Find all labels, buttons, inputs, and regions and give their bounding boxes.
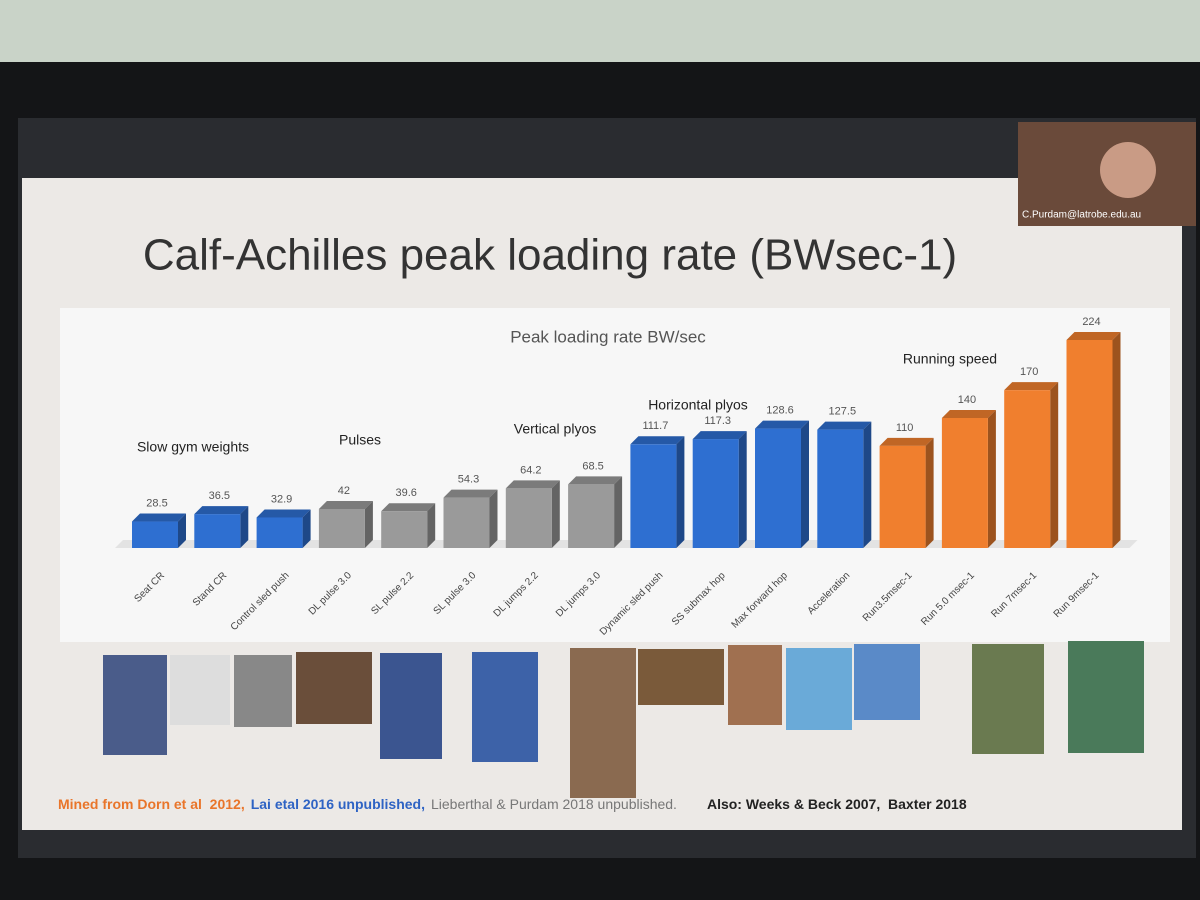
bar bbox=[568, 484, 615, 548]
bar-top bbox=[692, 431, 747, 440]
chart-title: Peak loading rate BW/sec bbox=[510, 327, 706, 346]
bar-side bbox=[1112, 332, 1121, 548]
value-label: 32.9 bbox=[271, 493, 292, 505]
bar-side bbox=[551, 480, 560, 548]
value-label: 110 bbox=[896, 422, 914, 434]
group-label: Running speed bbox=[903, 351, 997, 367]
bar-top bbox=[1066, 332, 1121, 340]
bar-top bbox=[817, 421, 872, 430]
bar-side bbox=[863, 421, 872, 548]
value-label: 64.2 bbox=[520, 464, 541, 476]
bar-top bbox=[443, 489, 498, 498]
value-label: 127.5 bbox=[829, 406, 857, 418]
value-label: 117.3 bbox=[704, 415, 731, 427]
photos bbox=[103, 641, 1144, 798]
group-label: Vertical plyos bbox=[514, 421, 596, 437]
value-label: 128.6 bbox=[766, 404, 794, 416]
bar-side bbox=[302, 509, 311, 548]
bar bbox=[755, 428, 801, 548]
bar-top bbox=[256, 509, 311, 518]
bar-top bbox=[1004, 382, 1059, 391]
webcam-label: C.Purdam@latrobe.edu.au bbox=[1022, 210, 1141, 221]
bar-side bbox=[925, 437, 934, 548]
footer-text: Lieberthal & Purdam 2018 unpublished. bbox=[431, 796, 677, 812]
bar bbox=[505, 488, 552, 548]
bar bbox=[443, 497, 490, 548]
webcam-person bbox=[1100, 142, 1156, 198]
bar-side bbox=[489, 489, 498, 548]
bar bbox=[318, 509, 365, 548]
group-label: Pulses bbox=[339, 432, 381, 448]
value-label: 36.5 bbox=[209, 490, 230, 502]
value-label: 68.5 bbox=[582, 460, 603, 472]
bar bbox=[256, 517, 303, 548]
bar-side bbox=[364, 501, 373, 548]
bar bbox=[879, 445, 926, 548]
bar-side bbox=[427, 503, 436, 548]
bar-side bbox=[676, 436, 685, 548]
slide-title: Calf-Achilles peak loading rate (BWsec-1… bbox=[143, 231, 957, 280]
bar-side bbox=[738, 431, 747, 548]
bar-side bbox=[178, 513, 186, 548]
group-label: Slow gym weights bbox=[137, 439, 249, 455]
bar-side bbox=[240, 506, 249, 548]
value-label: 224 bbox=[1082, 316, 1100, 328]
bar-top bbox=[568, 476, 623, 485]
bar-side bbox=[801, 420, 809, 548]
bar bbox=[941, 418, 988, 548]
bar-top bbox=[630, 436, 685, 445]
window-background bbox=[0, 0, 1200, 62]
bar-top bbox=[755, 420, 809, 429]
value-label: 39.6 bbox=[395, 487, 416, 499]
bar bbox=[630, 444, 677, 548]
bar bbox=[381, 511, 428, 548]
bar bbox=[132, 521, 178, 548]
bar bbox=[1066, 340, 1113, 548]
value-label: 111.7 bbox=[642, 420, 668, 432]
value-label: 28.5 bbox=[146, 497, 167, 509]
footer-text: Lai etal 2016 unpublished, bbox=[250, 796, 425, 812]
bar bbox=[1004, 390, 1051, 548]
bar-top bbox=[318, 501, 373, 509]
value-label: 54.3 bbox=[458, 473, 479, 485]
bar-top bbox=[879, 437, 934, 446]
bar-top bbox=[381, 503, 436, 512]
value-label: 140 bbox=[958, 394, 976, 406]
footer-text: Mined from Dorn et al 2012, bbox=[58, 796, 245, 812]
bar bbox=[817, 429, 864, 548]
bar bbox=[194, 514, 241, 548]
bar-top bbox=[194, 506, 249, 515]
bar-side bbox=[614, 476, 623, 548]
bar-side bbox=[987, 410, 996, 548]
value-label: 42 bbox=[338, 485, 350, 497]
value-label: 170 bbox=[1020, 366, 1038, 378]
footer: Mined from Dorn et al 2012, Lai etal 201… bbox=[58, 796, 1148, 812]
bar-top bbox=[132, 513, 186, 522]
group-label: Horizontal plyos bbox=[648, 397, 748, 413]
bar bbox=[692, 439, 739, 548]
chart-panel bbox=[60, 308, 1170, 642]
bar-side bbox=[1050, 382, 1059, 548]
bar-top bbox=[505, 480, 560, 489]
bar-top bbox=[941, 410, 996, 418]
footer-text: Also: Weeks & Beck 2007, Baxter 2018 bbox=[706, 796, 967, 812]
